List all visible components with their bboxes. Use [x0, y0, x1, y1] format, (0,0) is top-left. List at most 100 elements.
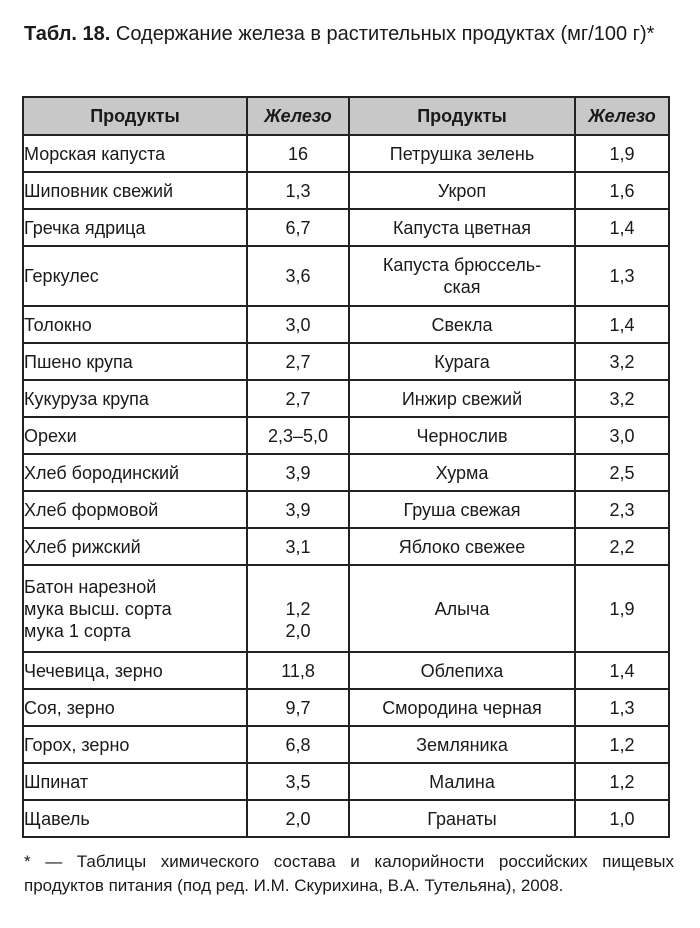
product-left-text: Щавель [24, 808, 90, 829]
product-right-cell: Чернослив [348, 416, 576, 455]
iron-left-cell: 2,7 [246, 379, 350, 418]
iron-left-text: 3,9 [285, 499, 311, 520]
table-row: Хлеб бородинский 3,9 Хурма 2,5 [22, 453, 670, 492]
iron-right-text: 1,6 [609, 180, 635, 201]
iron-right-text: 1,3 [609, 266, 635, 286]
iron-left-cell: 6,8 [246, 725, 350, 764]
iron-right-cell: 1,3 [574, 245, 670, 307]
product-left-text: Гречка ядрица [24, 217, 146, 238]
iron-right-text: 1,2 [609, 734, 635, 755]
iron-right-cell: 3,2 [574, 342, 670, 381]
product-right-text: Земляника [416, 734, 508, 755]
iron-right-text: 1,4 [609, 217, 635, 238]
iron-right-cell: 2,3 [574, 490, 670, 529]
product-left-text: Шиповник свежий [24, 180, 174, 201]
iron-content-table: Продукты Железо Продукты Железо Морская … [22, 96, 670, 838]
product-left-text: Соя, зерно [24, 697, 115, 718]
header-products-left: Продукты [22, 96, 248, 136]
iron-right-cell: 1,6 [574, 171, 670, 210]
header-iron-right: Железо [574, 96, 670, 136]
iron-left-cell: 16 [246, 134, 350, 173]
iron-left-text: 2,0 [285, 808, 311, 829]
product-left-text: Хлеб рижский [24, 536, 141, 557]
product-right-cell: Капуста брюссель- ская [348, 245, 576, 307]
product-right-text: Груша свежая [403, 499, 521, 520]
iron-left-text: 2,3–5,0 [267, 425, 329, 446]
table-row: Толокно 3,0 Свекла 1,4 [22, 305, 670, 344]
table-number: Табл. 18. [24, 23, 111, 45]
product-left-cell: Щавель [22, 799, 248, 838]
iron-left-cell: 9,7 [246, 688, 350, 727]
iron-left-text: 3,6 [285, 266, 311, 286]
product-left-cell: Хлеб формовой [22, 490, 248, 529]
iron-right-text: 1,3 [609, 697, 635, 718]
table-row: Шиповник свежий 1,3 Укроп 1,6 [22, 171, 670, 210]
product-left-text: Орехи [24, 425, 77, 446]
table-row: Хлеб рижский 3,1 Яблоко свежее 2,2 [22, 527, 670, 566]
iron-right-cell: 2,5 [574, 453, 670, 492]
table-title: Содержание железа в растительных продукт… [115, 23, 655, 45]
product-right-text: Смородина черная [382, 697, 542, 718]
product-right-text: Хурма [435, 462, 489, 483]
iron-right-text: 1,9 [609, 143, 635, 164]
header-products-right: Продукты [348, 96, 576, 136]
product-right-cell: Смородина черная [348, 688, 576, 727]
product-right-cell: Инжир свежий [348, 379, 576, 418]
product-left-text: Горох, зерно [24, 734, 130, 755]
iron-right-cell: 1,9 [574, 134, 670, 173]
table-row: Шпинат 3,5 Малина 1,2 [22, 762, 670, 801]
iron-left-text: 2,7 [285, 351, 311, 372]
iron-left-cell: 3,9 [246, 490, 350, 529]
product-right-cell: Гранаты [348, 799, 576, 838]
iron-right-cell: 1,4 [574, 651, 670, 690]
iron-left-cell: 2,3–5,0 [246, 416, 350, 455]
iron-right-cell: 1,4 [574, 305, 670, 344]
iron-left-cell: 11,8 [246, 651, 350, 690]
table-row: Соя, зерно 9,7 Смородина черная 1,3 [22, 688, 670, 727]
product-right-text: Укроп [437, 180, 487, 201]
product-right-text: Яблоко свежее [398, 536, 526, 557]
iron-left-cell: 1,2 2,0 [246, 564, 350, 653]
iron-right-text: 3,0 [609, 425, 635, 446]
table-row: Горох, зерно 6,8 Земляника 1,2 [22, 725, 670, 764]
product-left-text: Хлеб формовой [24, 499, 159, 520]
product-left-cell: Орехи [22, 416, 248, 455]
iron-left-cell: 3,6 [246, 245, 350, 307]
iron-right-cell: 1,0 [574, 799, 670, 838]
table-row: Батон нарезной мука высш. сорта мука 1 с… [22, 564, 670, 653]
product-left-cell: Батон нарезной мука высш. сорта мука 1 с… [22, 564, 248, 653]
table-row: Гречка ядрица 6,7 Капуста цветная 1,4 [22, 208, 670, 247]
iron-left-text: 3,1 [285, 536, 311, 557]
iron-left-cell: 3,5 [246, 762, 350, 801]
product-right-text: Петрушка зелень [389, 143, 535, 164]
table-row: Пшено крупа 2,7 Курага 3,2 [22, 342, 670, 381]
iron-left-text: 1,2 2,0 [285, 598, 311, 641]
iron-right-cell: 1,4 [574, 208, 670, 247]
iron-right-text: 3,2 [609, 351, 635, 372]
product-left-text: Хлеб бородинский [24, 462, 180, 483]
iron-right-text: 2,2 [609, 536, 635, 557]
product-right-cell: Алыча [348, 564, 576, 653]
iron-right-text: 2,3 [609, 499, 635, 520]
iron-right-cell: 2,2 [574, 527, 670, 566]
product-right-text: Инжир свежий [401, 388, 523, 409]
iron-left-cell: 2,7 [246, 342, 350, 381]
product-right-cell: Хурма [348, 453, 576, 492]
iron-left-cell: 6,7 [246, 208, 350, 247]
iron-right-cell: 1,2 [574, 725, 670, 764]
iron-left-text: 6,8 [285, 734, 311, 755]
product-right-cell: Облепиха [348, 651, 576, 690]
product-left-text: Толокно [24, 314, 92, 335]
product-right-text: Облепиха [420, 660, 504, 681]
product-left-cell: Хлеб бородинский [22, 453, 248, 492]
iron-right-cell: 1,3 [574, 688, 670, 727]
product-left-cell: Шпинат [22, 762, 248, 801]
iron-left-text: 6,7 [285, 217, 311, 238]
product-left-text: Геркулес [24, 266, 99, 286]
iron-right-cell: 1,9 [574, 564, 670, 653]
product-right-cell: Капуста цветная [348, 208, 576, 247]
product-left-cell: Горох, зерно [22, 725, 248, 764]
table-row: Хлеб формовой 3,9 Груша свежая 2,3 [22, 490, 670, 529]
iron-left-cell: 2,0 [246, 799, 350, 838]
product-right-text: Капуста брюссель- ская [382, 255, 542, 297]
